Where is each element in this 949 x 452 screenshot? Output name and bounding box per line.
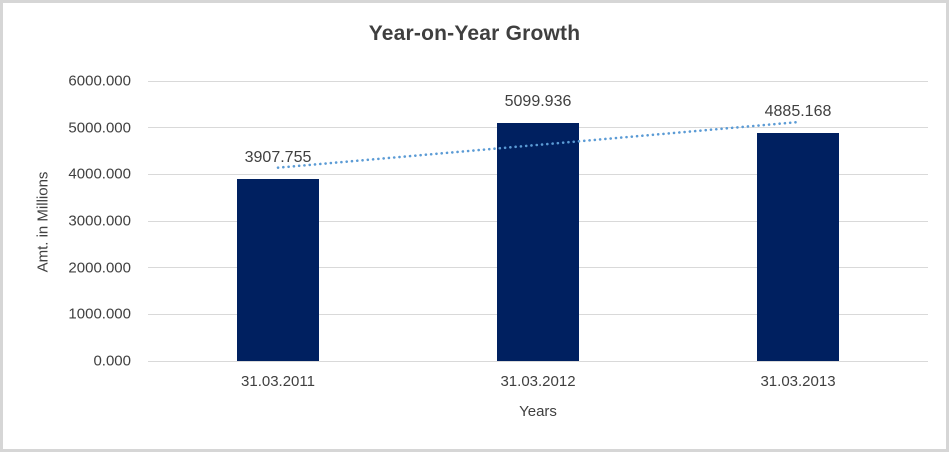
y-tick-label: 6000.000 xyxy=(68,72,131,90)
y-axis-tick-labels: 0.000 1000.000 2000.000 3000.000 4000.000 500… xyxy=(23,73,131,370)
data-label: 4885.168 xyxy=(764,103,832,121)
x-tick-label: 31.03.2012 xyxy=(500,373,576,390)
gridline xyxy=(148,80,928,82)
chart-title: Year-on-Year Growth xyxy=(368,22,581,45)
trendline xyxy=(276,120,800,169)
y-tick-label: 1000.000 xyxy=(68,305,131,323)
x-axis-title: Years xyxy=(519,403,557,420)
x-tick-label: 31.03.2011 xyxy=(241,373,315,390)
y-tick-label: 4000.000 xyxy=(68,165,131,183)
data-label: 5099.936 xyxy=(504,93,572,111)
y-tick-label: 0.000 xyxy=(93,352,131,370)
bar-31.03.2013 xyxy=(757,133,839,361)
x-axis-line xyxy=(148,360,928,362)
y-tick-label: 2000.000 xyxy=(68,259,131,277)
y-tick-label: 3000.000 xyxy=(68,212,131,230)
bar-31.03.2012 xyxy=(497,123,579,361)
plot-area: 3907.755 5099.936 4885.168 xyxy=(148,80,928,362)
x-tick-label: 31.03.2013 xyxy=(760,373,836,390)
y-tick-label: 5000.000 xyxy=(68,119,131,137)
x-axis-tick-labels: 31.03.2011 31.03.2012 31.03.2013 xyxy=(148,373,928,393)
bar-31.03.2011 xyxy=(237,178,319,361)
data-label: 3907.755 xyxy=(244,148,312,166)
